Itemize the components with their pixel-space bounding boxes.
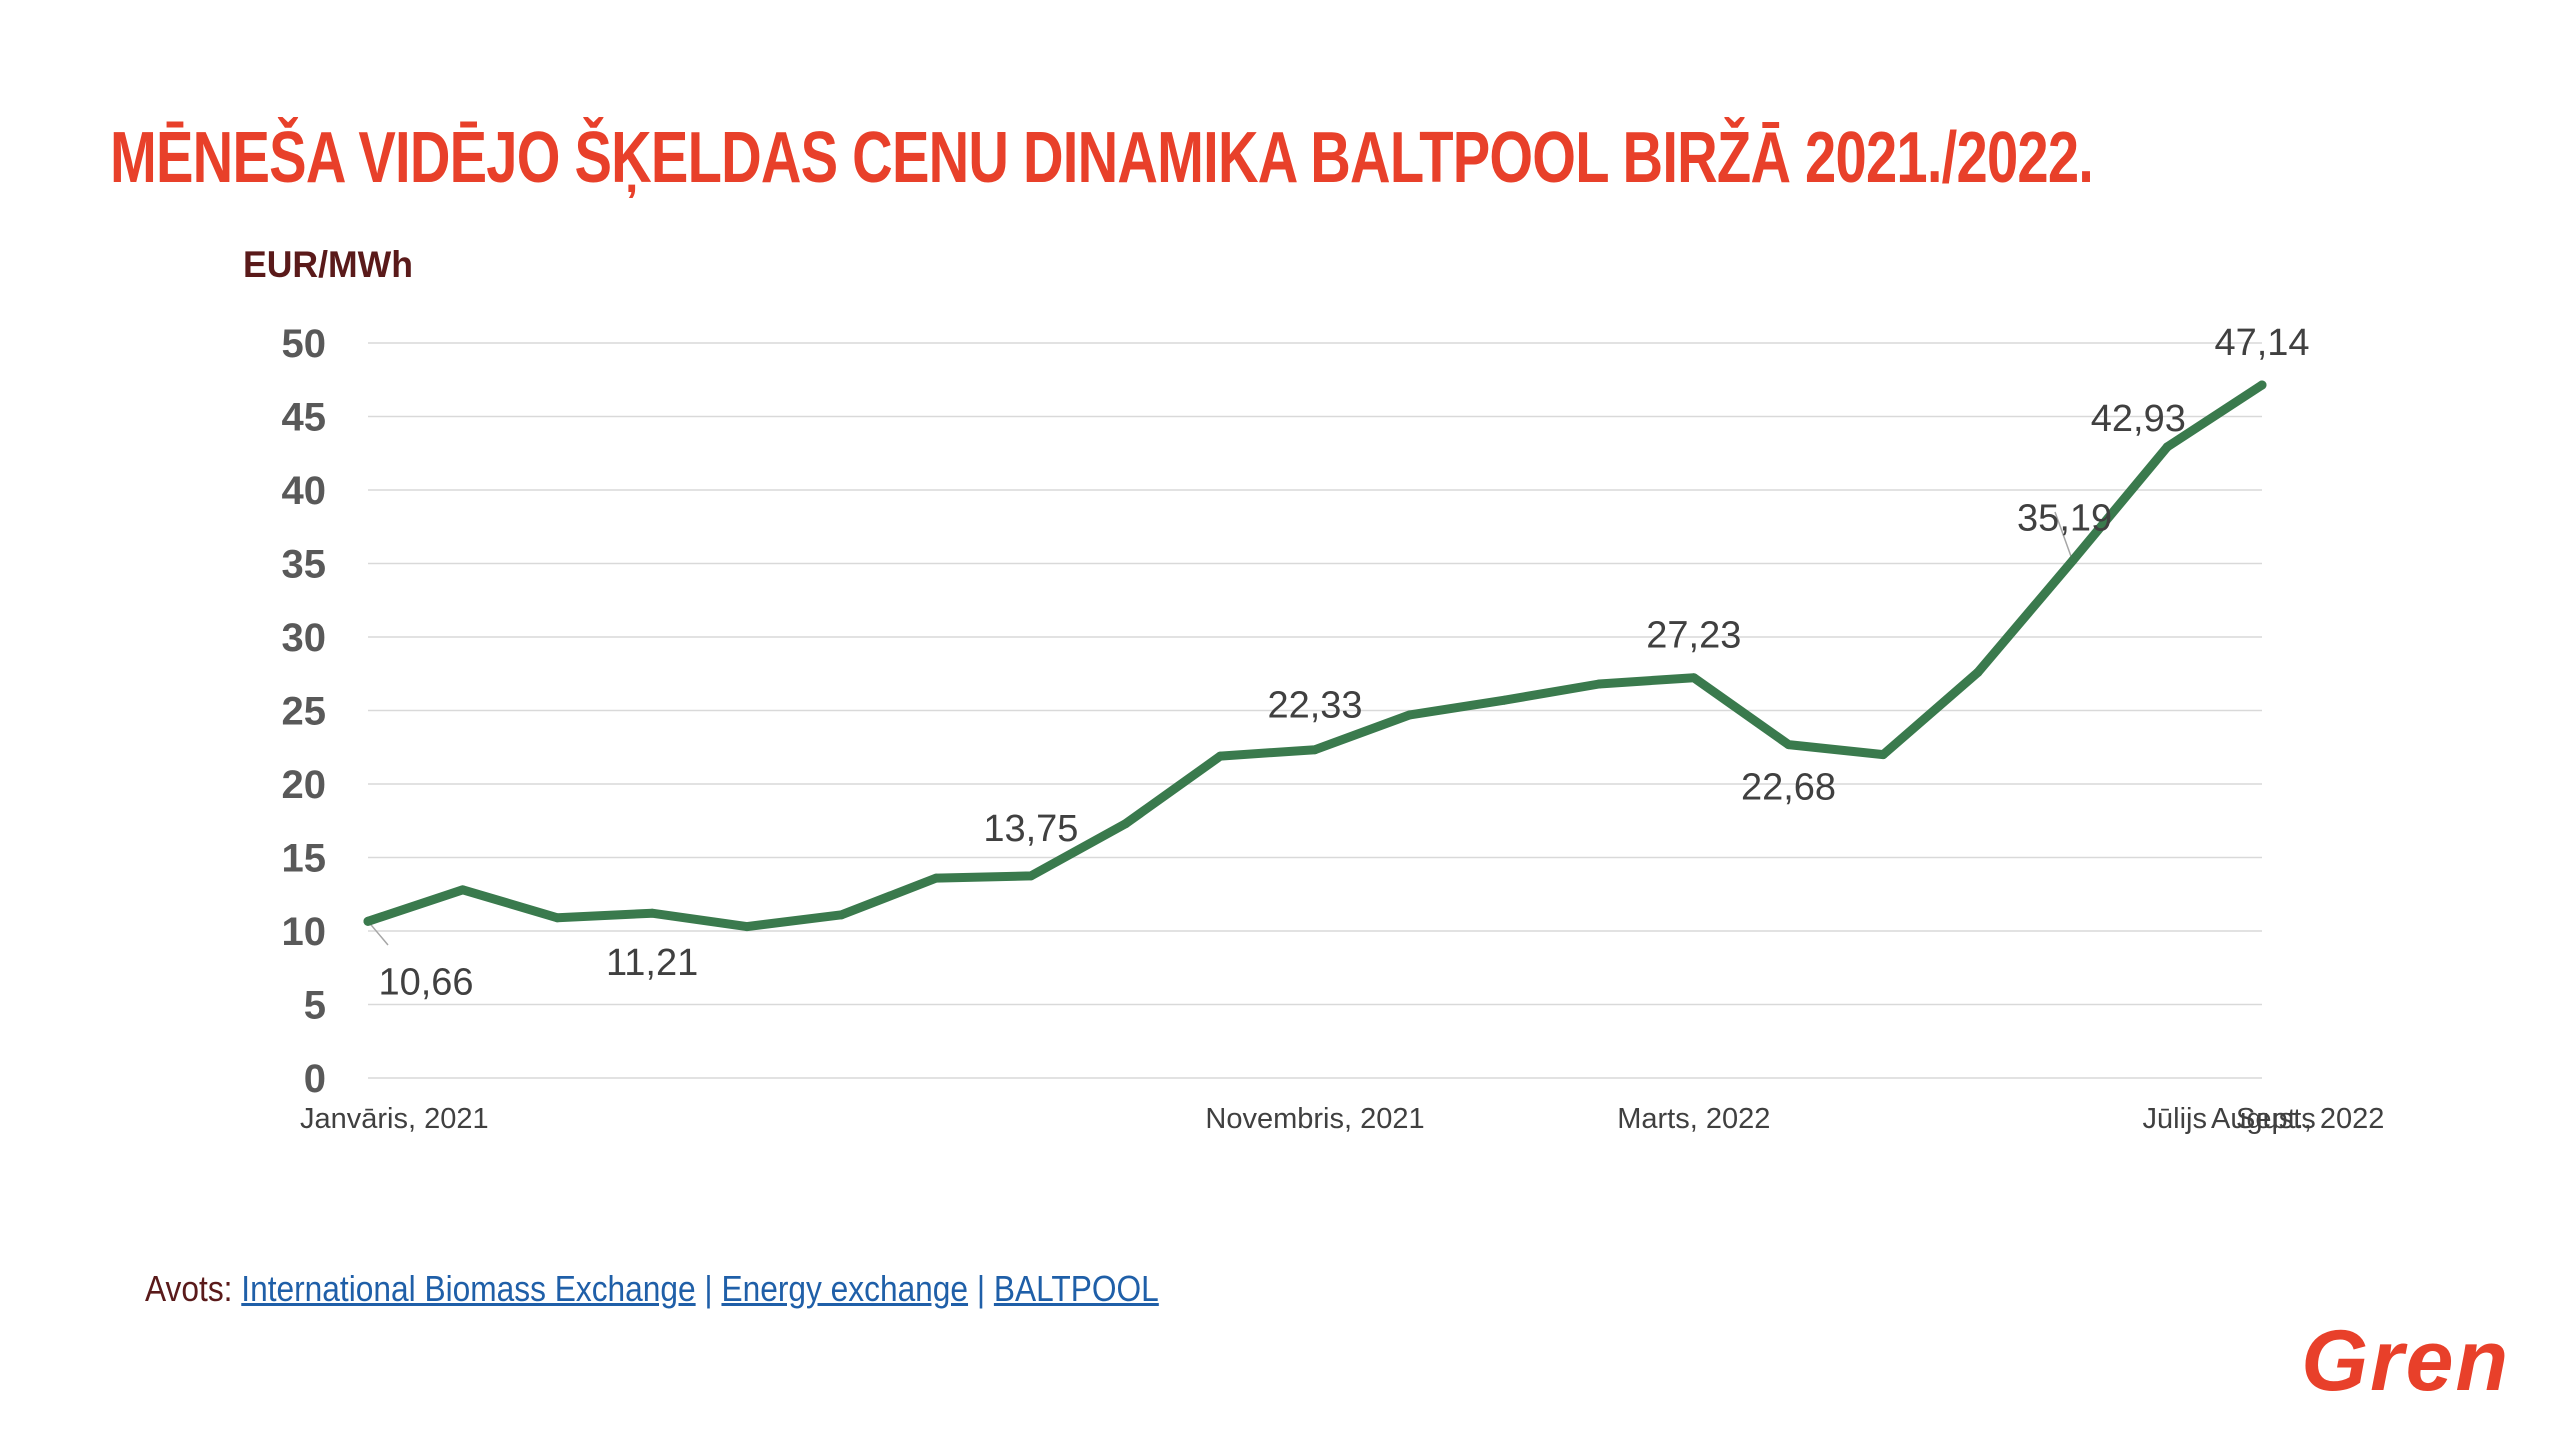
data-point bbox=[2257, 380, 2267, 390]
data-point bbox=[1026, 871, 1036, 881]
data-label: 11,21 bbox=[606, 942, 698, 984]
y-tick-label: 35 bbox=[282, 543, 327, 587]
y-tick-label: 40 bbox=[282, 469, 327, 513]
y-tick-label: 5 bbox=[304, 984, 326, 1028]
page-title: MĒNEŠA VIDĒJO ŠĶELDAS CENU DINAMIKA BALT… bbox=[110, 118, 2094, 198]
data-point bbox=[1973, 667, 1983, 677]
y-tick-label: 15 bbox=[282, 837, 327, 881]
data-point bbox=[647, 908, 657, 918]
y-tick-label: 20 bbox=[282, 763, 327, 807]
y-tick-label: 30 bbox=[282, 616, 327, 660]
data-point bbox=[363, 916, 373, 926]
data-label: 10,66 bbox=[378, 961, 473, 1003]
data-point bbox=[1405, 710, 1415, 720]
data-point bbox=[1310, 745, 1320, 755]
data-point bbox=[1784, 740, 1793, 750]
y-tick-label: 50 bbox=[282, 322, 327, 366]
series-line bbox=[363, 380, 2267, 932]
source-link-baltpool[interactable]: BALTPOOL bbox=[993, 1268, 1159, 1309]
data-label-leader bbox=[367, 920, 389, 946]
source-link-international-biomass-exchange[interactable]: International Biomass Exchange bbox=[241, 1268, 696, 1309]
data-point bbox=[1499, 695, 1509, 705]
data-point bbox=[1215, 751, 1225, 761]
data-point bbox=[2068, 556, 2078, 566]
data-point bbox=[1878, 750, 1888, 760]
y-tick-label: 45 bbox=[282, 396, 327, 440]
data-point bbox=[742, 922, 752, 932]
data-point bbox=[2162, 442, 2172, 452]
data-label: 35,19 bbox=[2017, 498, 2112, 540]
x-tick-label: Janvāris, 2021 bbox=[300, 1103, 489, 1135]
gren-logo: Gren bbox=[2301, 1313, 2510, 1409]
data-label: 22,33 bbox=[1267, 685, 1362, 727]
x-tick-label: Novembris, 2021 bbox=[1205, 1103, 1424, 1135]
data-label-leader bbox=[2054, 511, 2074, 561]
x-tick-label: Sept., 2022 bbox=[2236, 1103, 2384, 1135]
y-tick-label: 0 bbox=[304, 1057, 326, 1101]
data-point bbox=[458, 885, 468, 895]
source-separator: | bbox=[968, 1268, 994, 1309]
data-point bbox=[552, 913, 562, 923]
source-label: Avots: bbox=[145, 1268, 233, 1309]
x-tick-label: Augusts bbox=[2211, 1103, 2316, 1135]
data-label: 42,93 bbox=[2091, 398, 2186, 440]
source-link-energy-exchange[interactable]: Energy exchange bbox=[721, 1268, 969, 1309]
data-point bbox=[837, 910, 846, 920]
line-chart: 0 5 10 15 20 25 30 35 40 45 50 EUR/MWh Janvāris, 202… bbox=[243, 244, 2384, 1135]
x-tick-label: Jūlijs bbox=[2143, 1103, 2207, 1135]
y-tick-label: 25 bbox=[282, 690, 327, 734]
data-label: 47,14 bbox=[2214, 322, 2309, 364]
source-separator: | bbox=[695, 1268, 722, 1309]
data-label: 13,75 bbox=[983, 808, 1078, 850]
source-note: Avots: International Biomass Exchange | … bbox=[145, 1268, 1159, 1310]
y-tick-label: 10 bbox=[282, 910, 327, 954]
data-point bbox=[1689, 673, 1699, 683]
data-point bbox=[1594, 679, 1604, 689]
data-point bbox=[931, 873, 941, 883]
y-axis-unit: EUR/MWh bbox=[243, 244, 413, 285]
data-label: 27,23 bbox=[1646, 615, 1741, 657]
data-point bbox=[1121, 819, 1131, 829]
data-label: 22,68 bbox=[1741, 767, 1836, 809]
x-tick-label: Marts, 2022 bbox=[1617, 1103, 1770, 1135]
